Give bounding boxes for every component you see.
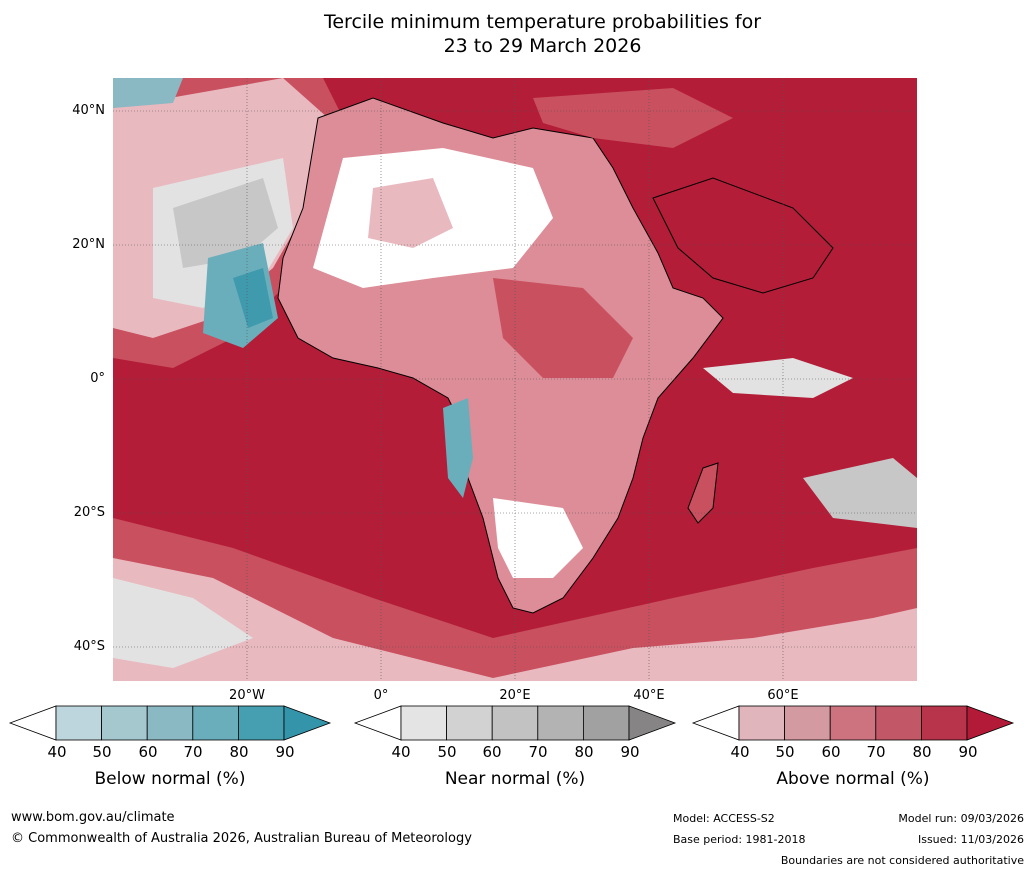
lat-label-20n: 20°N: [72, 237, 105, 252]
title-line-2: 23 to 29 March 2026: [443, 35, 642, 57]
tick-near-40: 40: [391, 743, 411, 761]
colorbar-above: [691, 705, 1015, 741]
tick-below-80: 80: [229, 743, 249, 761]
colorbar-near-label: Near normal (%): [444, 769, 586, 789]
colorbar-above-max-extend: [966, 705, 1015, 741]
colorbar-above-bin-5: [920, 705, 968, 741]
footer-copyright: © Commonwealth of Australia 2026, Austra…: [11, 831, 472, 846]
lon-label-20w: 20°W: [229, 688, 265, 703]
region-above-40-sahara: [368, 178, 453, 248]
tick-above-40: 40: [730, 743, 750, 761]
colorbar-near-bin-4: [537, 705, 584, 741]
colorbar-above-bin-4: [875, 705, 922, 741]
colorbar-above-label: Above normal (%): [776, 769, 930, 789]
lon-label-40e: 40°E: [633, 688, 665, 703]
tick-above-50: 50: [775, 743, 795, 761]
footer-issued: Issued: 11/03/2026: [917, 833, 1024, 846]
colorbar-near-bin-1: [400, 705, 447, 741]
colorbar-near-bin-5: [582, 705, 630, 741]
title-line-1: Tercile minimum temperature probabilitie…: [323, 11, 762, 33]
colorbar-near-bin-3: [491, 705, 539, 741]
colorbar-below-label: Below normal (%): [94, 769, 246, 789]
colorbar-above-min-extend: [691, 705, 740, 741]
probability-map: [113, 78, 917, 681]
tick-above-70: 70: [866, 743, 886, 761]
colorbar-below-svg: [8, 705, 332, 741]
tick-near-60: 60: [482, 743, 502, 761]
tick-above-60: 60: [821, 743, 841, 761]
region-near-light-equatorial: [703, 358, 853, 398]
tick-below-90: 90: [275, 743, 295, 761]
tick-above-80: 80: [912, 743, 932, 761]
region-below-angola-coast: [443, 398, 473, 498]
madagascar: [687, 462, 719, 524]
map-svg: [113, 78, 917, 681]
colorbar-near-max-extend: [628, 705, 677, 741]
colorbar-below-bin-2: [101, 705, 148, 741]
region-above-70-mediterranean: [533, 88, 733, 148]
tick-near-70: 70: [528, 743, 548, 761]
tick-above-90: 90: [958, 743, 978, 761]
colorbar-below-max-extend: [283, 705, 332, 741]
lat-label-0: 0°: [90, 371, 105, 386]
tick-below-70: 70: [183, 743, 203, 761]
lon-label-0: 0°: [373, 688, 389, 703]
tick-near-80: 80: [574, 743, 594, 761]
colorbar-above-bin-3: [829, 705, 877, 741]
tick-below-50: 50: [92, 743, 112, 761]
footer-model: Model: ACCESS-S2: [673, 812, 775, 825]
region-near-indian-ocean: [803, 458, 917, 528]
region-below-northwest: [113, 78, 183, 108]
footer-website: www.bom.gov.au/climate: [11, 810, 175, 825]
colorbar-below-bin-1: [55, 705, 102, 741]
colorbar-below-min-extend: [8, 705, 57, 741]
tick-below-60: 60: [138, 743, 158, 761]
colorbar-near-svg: [353, 705, 677, 741]
tick-near-90: 90: [620, 743, 640, 761]
region-above-70-central-africa: [493, 278, 633, 378]
region-near-light-southwest: [113, 578, 253, 668]
colorbar-above-bin-2: [784, 705, 831, 741]
footer-base-period: Base period: 1981-2018: [673, 833, 806, 846]
lat-label-20s: 20°S: [73, 505, 105, 520]
colorbar-near-min-extend: [353, 705, 402, 741]
colorbar-above-bin-1: [738, 705, 785, 741]
colorbar-above-svg: [691, 705, 1015, 741]
footer-model-run: Model run: 09/03/2026: [898, 812, 1024, 825]
graticule: [113, 78, 917, 681]
map-title: Tercile minimum temperature probabilitie…: [0, 10, 1035, 58]
colorbar-below: [8, 705, 332, 741]
footer-disclaimer: Boundaries are not considered authoritat…: [780, 854, 1024, 867]
colorbar-below-bin-5: [237, 705, 285, 741]
lat-label-40s: 40°S: [73, 639, 105, 654]
lon-label-60e: 60°E: [767, 688, 799, 703]
lon-label-20e: 20°E: [499, 688, 531, 703]
region-white-southern-africa: [493, 498, 583, 578]
colorbar-near: [353, 705, 677, 741]
tick-near-50: 50: [437, 743, 457, 761]
colorbar-below-bin-4: [192, 705, 239, 741]
tick-below-40: 40: [47, 743, 67, 761]
region-below-dark-atlantic: [233, 268, 273, 328]
arabian-peninsula: [652, 177, 834, 294]
region-near-atlantic: [173, 178, 278, 268]
colorbar-below-bin-3: [146, 705, 194, 741]
region-above-40-south: [113, 558, 917, 681]
lat-label-40n: 40°N: [72, 103, 105, 118]
colorbar-near-bin-2: [446, 705, 493, 741]
